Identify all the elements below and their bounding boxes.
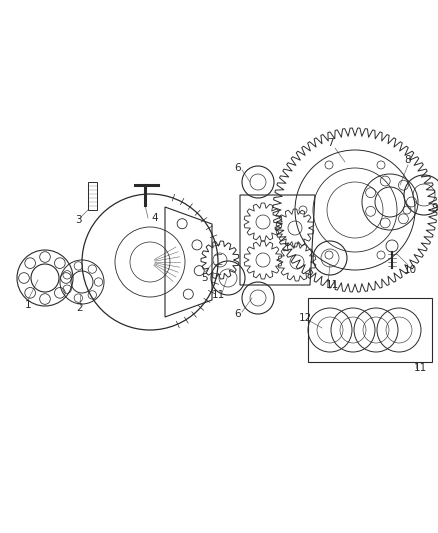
- Text: 12: 12: [298, 313, 311, 323]
- Text: 3: 3: [75, 215, 81, 225]
- Text: 1: 1: [25, 300, 31, 310]
- Text: 5: 5: [201, 273, 208, 283]
- Text: 11: 11: [413, 363, 427, 373]
- Text: 6: 6: [235, 309, 241, 319]
- Text: 2: 2: [77, 303, 83, 313]
- Text: 4: 4: [152, 213, 158, 223]
- Text: 11: 11: [325, 280, 339, 290]
- Text: 10: 10: [403, 265, 417, 275]
- Text: 7: 7: [327, 138, 333, 148]
- Text: 6: 6: [235, 163, 241, 173]
- Text: 8: 8: [405, 155, 411, 165]
- Text: 9: 9: [432, 203, 438, 213]
- Text: 11: 11: [212, 290, 225, 300]
